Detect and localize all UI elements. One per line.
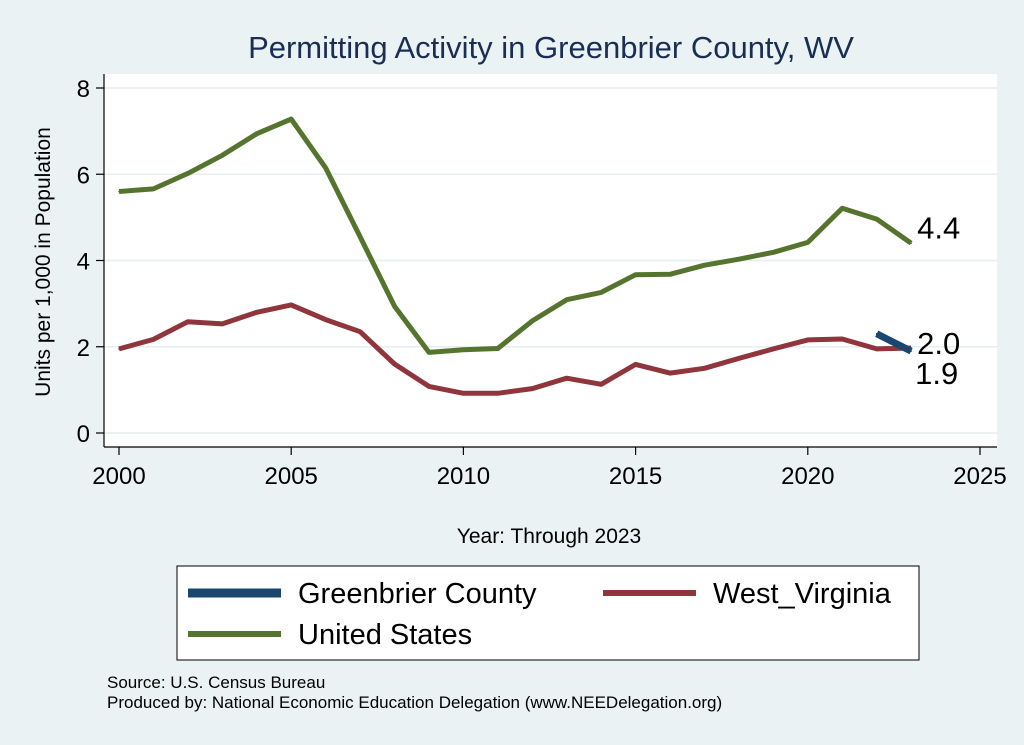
point-west-virginia [807, 339, 809, 341]
series-line-west-virginia [118, 302, 912, 396]
point-united-states [255, 132, 258, 135]
point-united-states [221, 154, 224, 157]
point-greenbrier-county [875, 333, 878, 335]
point-west-virginia [290, 304, 293, 306]
point-united-states [807, 241, 809, 244]
y-tick-label: 0 [77, 421, 90, 448]
y-tick-label: 6 [77, 162, 90, 189]
end-label: 2.0 [917, 326, 960, 361]
end-labels: 4.4 2.01.9 [915, 210, 960, 391]
point-west-virginia [565, 377, 568, 380]
series-line-greenbrier-county [875, 330, 913, 355]
point-united-states [324, 166, 327, 169]
point-west-virginia [462, 392, 465, 395]
point-west-virginia [703, 367, 706, 370]
point-united-states [772, 251, 775, 254]
point-west-virginia [531, 387, 534, 390]
point-west-virginia [255, 311, 258, 314]
y-axis-label: Units per 1,000 in Population [32, 127, 55, 397]
point-united-states [118, 190, 120, 193]
x-tick-label: 2025 [953, 463, 1006, 490]
point-united-states [497, 347, 499, 350]
legend: Greenbrier County West_Virginia United Sta… [176, 565, 920, 661]
point-united-states [910, 242, 912, 245]
point-united-states [152, 188, 155, 190]
point-united-states [187, 172, 189, 175]
point-west-virginia [118, 348, 120, 350]
point-west-virginia [359, 330, 361, 333]
point-united-states [428, 351, 430, 354]
legend-box [176, 565, 920, 661]
point-united-states [565, 298, 568, 301]
point-west-virginia [497, 392, 499, 395]
point-united-states [669, 273, 671, 276]
produced-by-note: Produced by: National Economic Education… [107, 693, 722, 712]
chart-title: Permitting Activity in Greenbrier County… [248, 30, 854, 65]
point-united-states [600, 291, 602, 294]
x-tick-label: 2005 [265, 463, 318, 490]
point-united-states [703, 264, 706, 267]
point-west-virginia [634, 363, 637, 366]
end-label: 1.9 [915, 356, 958, 391]
point-west-virginia [428, 385, 430, 388]
point-united-states [875, 218, 878, 220]
y-tick-label: 2 [77, 335, 90, 362]
y-tick-label: 8 [77, 76, 90, 103]
point-united-states [634, 273, 637, 276]
point-west-virginia [324, 318, 327, 321]
point-west-virginia [600, 383, 602, 386]
point-united-states [462, 348, 465, 351]
x-tick-label: 2010 [437, 463, 490, 490]
point-united-states [290, 118, 293, 120]
point-united-states [393, 305, 396, 308]
x-axis-label: Year: Through 2023 [457, 525, 642, 548]
point-west-virginia [393, 363, 396, 365]
point-greenbrier-county [910, 350, 912, 352]
point-united-states [359, 235, 361, 238]
point-west-virginia [772, 348, 775, 350]
x-tick-label: 2015 [609, 463, 662, 490]
point-united-states [531, 320, 534, 322]
end-label: 4.4 [917, 210, 960, 245]
point-west-virginia [841, 338, 844, 340]
point-west-virginia [875, 348, 878, 350]
legend-label: West_Virginia [713, 578, 892, 610]
series-line-united-states [118, 116, 913, 355]
point-west-virginia [187, 320, 189, 323]
x-tick-label: 2000 [92, 463, 145, 490]
point-west-virginia [221, 323, 224, 325]
gridlines [104, 87, 997, 434]
point-united-states [841, 207, 844, 210]
point-united-states [738, 258, 740, 261]
x-tick-label: 2020 [781, 463, 834, 490]
series-lines [118, 116, 913, 396]
y-tick-labels: 0 2 4 6 8 [77, 76, 90, 448]
point-west-virginia [738, 357, 740, 360]
legend-label: Greenbrier County [298, 578, 537, 610]
source-note: Source: U.S. Census Bureau [107, 673, 325, 692]
x-tick-labels: 2000 2005 2010 2015 2020 2025 [92, 463, 1006, 490]
point-west-virginia [152, 338, 155, 341]
point-west-virginia [669, 372, 671, 374]
legend-label: United States [298, 619, 472, 651]
y-tick-label: 4 [77, 249, 90, 276]
axes [96, 74, 997, 455]
